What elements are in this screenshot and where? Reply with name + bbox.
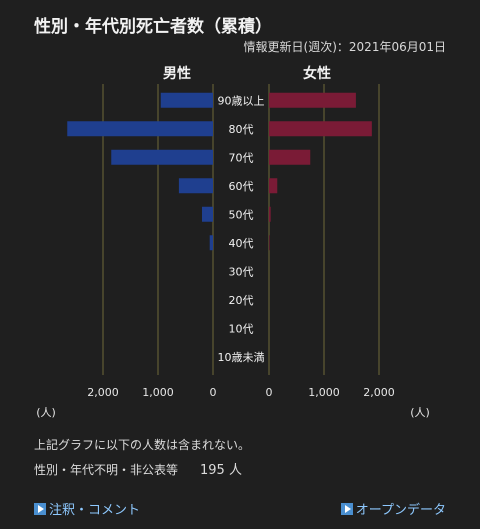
- bar-female[interactable]: [269, 206, 271, 222]
- open-data-link-label: オープンデータ: [355, 503, 446, 518]
- unknown-count-value: 195 人: [200, 463, 242, 478]
- category-label: 70代: [229, 151, 254, 164]
- unit-label-right: (人): [410, 406, 430, 419]
- x-tick-label-left: 0: [210, 386, 217, 399]
- bar-male[interactable]: [67, 121, 213, 137]
- bar-male[interactable]: [111, 149, 213, 165]
- x-tick-label-right: 0: [266, 386, 273, 399]
- category-label: 30代: [229, 265, 254, 278]
- bar-female[interactable]: [269, 235, 270, 251]
- unknown-count-label: 性別・年代不明・非公表等: [34, 463, 179, 477]
- bar-male[interactable]: [160, 92, 213, 108]
- unknown-count-row: 性別・年代不明・非公表等 195 人: [34, 459, 242, 478]
- unit-label-left: (人): [36, 406, 56, 419]
- play-icon: [34, 502, 46, 515]
- category-label: 60代: [229, 180, 254, 193]
- series-label-female: 女性: [303, 65, 331, 82]
- bar-female[interactable]: [269, 92, 356, 108]
- category-label: 50代: [229, 208, 254, 221]
- exclusion-note: 上記グラフに以下の人数は含まれない。: [34, 438, 251, 452]
- butterfly-chart: 男性 女性 90歳以上 80代 70代 60代 50代 40代 30代 20代 10代 10歳未満 2,…: [36, 65, 430, 419]
- notes-link[interactable]: 注釈・コメント: [34, 499, 140, 518]
- category-label: 10代: [229, 322, 254, 335]
- series-label-male: 男性: [163, 65, 191, 82]
- x-tick-label-left: 2,000: [87, 386, 119, 399]
- x-tick-label-left: 1,000: [142, 386, 174, 399]
- update-date: 情報更新日(週次)：2021年06月01日: [243, 40, 446, 54]
- bar-female[interactable]: [269, 149, 311, 165]
- open-data-link[interactable]: オープンデータ: [340, 499, 446, 518]
- bar-male[interactable]: [202, 206, 213, 222]
- bar-female[interactable]: [269, 121, 372, 137]
- category-label: 80代: [229, 123, 254, 136]
- category-label: 90歳以上: [218, 94, 265, 107]
- play-icon: [340, 502, 353, 515]
- page-title: 性別・年代別死亡者数（累積）: [34, 17, 272, 37]
- x-tick-label-right: 1,000: [308, 386, 340, 399]
- notes-link-label: 注釈・コメント: [49, 503, 141, 518]
- bar-male[interactable]: [209, 235, 213, 251]
- category-label: 40代: [229, 237, 254, 250]
- category-label: 20代: [229, 294, 254, 307]
- bar-male[interactable]: [178, 178, 213, 194]
- bar-female[interactable]: [269, 178, 278, 194]
- category-label: 10歳未満: [218, 351, 265, 364]
- x-tick-label-right: 2,000: [363, 386, 395, 399]
